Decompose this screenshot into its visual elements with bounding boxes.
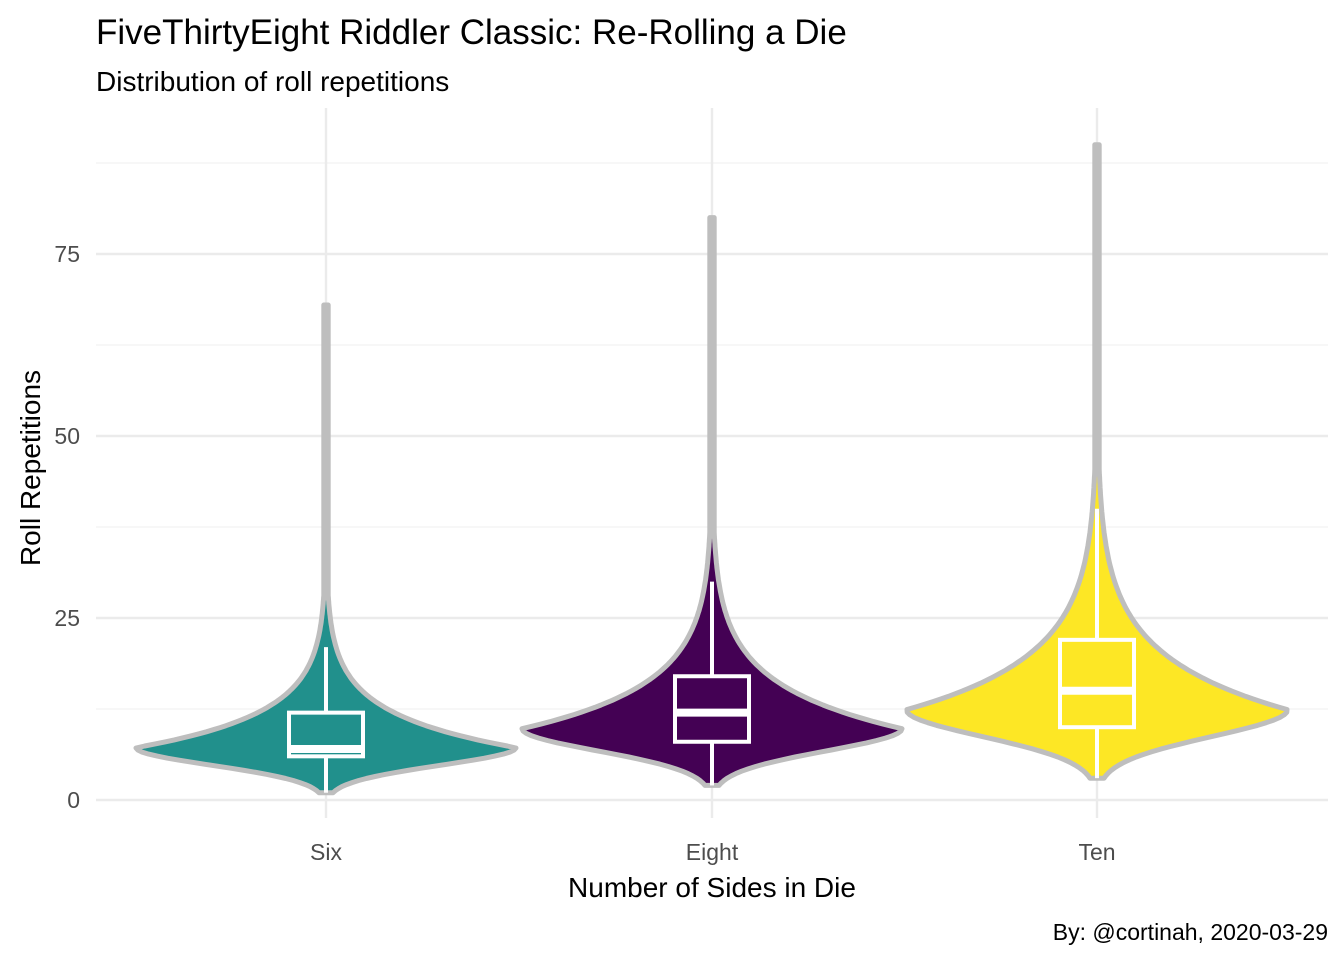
x-tick-label: Eight bbox=[686, 839, 739, 865]
violin-eight bbox=[519, 215, 905, 788]
x-axis-ticks: Six Eight Ten bbox=[310, 839, 1116, 865]
violin-six bbox=[133, 302, 519, 796]
violins bbox=[133, 142, 1290, 796]
boxplot-ten bbox=[1058, 508, 1136, 779]
y-tick-label: 75 bbox=[54, 241, 80, 267]
chart-title: FiveThirtyEight Riddler Classic: Re-Roll… bbox=[96, 13, 847, 52]
y-tick-label: 25 bbox=[54, 605, 80, 631]
violin-ten bbox=[904, 142, 1290, 781]
boxplot-six bbox=[287, 647, 365, 793]
y-axis-ticks: 0 25 50 75 bbox=[54, 241, 80, 813]
caption: By: @cortinah, 2020-03-29 bbox=[1053, 919, 1328, 945]
box-iqr bbox=[1058, 637, 1136, 730]
y-tick-label: 0 bbox=[67, 787, 80, 813]
y-tick-label: 50 bbox=[54, 423, 80, 449]
x-axis-title: Number of Sides in Die bbox=[568, 872, 856, 903]
boxplots bbox=[287, 508, 1136, 793]
x-tick-label: Ten bbox=[1078, 839, 1115, 865]
y-axis-title: Roll Repetitions bbox=[15, 370, 46, 566]
chart-subtitle: Distribution of roll repetitions bbox=[96, 66, 449, 97]
boxplot-eight bbox=[673, 581, 751, 786]
box-iqr bbox=[287, 710, 365, 759]
x-tick-label: Six bbox=[310, 839, 342, 865]
